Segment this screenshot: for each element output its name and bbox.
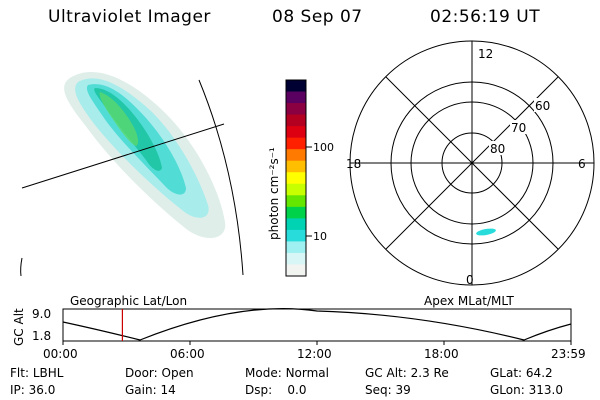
polar-label-bg-70 [510,120,530,134]
colorbar-swatch [286,114,306,127]
mlt-label-bottom: 0 [466,273,474,287]
info-glat: GLat: 64.2 [490,366,553,380]
colorbar-unit-label: photon cm⁻²s⁻¹ [267,147,281,240]
limb-arc-left [20,257,23,277]
colorbar-swatch [286,264,306,277]
mlat-label-80: 80 [490,142,505,156]
alt-curve [62,308,572,341]
polar-aurora-spot [476,228,496,236]
colorbar-tick-label-10: 10 [313,230,327,243]
info-gain: Gain: 14 [125,383,176,397]
alt-x-tick-2359: 23:59 [551,347,586,361]
colorbar-swatch [286,183,306,196]
info-glon: GLon: 313.0 [490,383,563,397]
colorbar-swatch [286,172,306,185]
colorbar-swatch [286,149,306,162]
colorbar-swatch [286,229,306,243]
alt-y-tick-1_8: 1.8 [32,329,51,343]
alt-y-axis-label: GC Alt [12,308,26,346]
mlat-label-70: 70 [511,121,526,135]
info-seq: Seq: 39 [365,383,411,397]
polar-label-bg-top [476,46,492,60]
colorbar-tick-label-100: 100 [313,141,334,154]
colorbar-swatch [286,137,306,150]
alt-x-ticks [62,341,572,345]
colorbar-swatch [286,91,306,104]
geo-grid-line [21,123,225,189]
mlt-label-top: 12 [478,47,493,61]
colorbar-swatch [286,103,306,116]
mlt-label-right: 6 [578,157,586,171]
info-flt: Flt: LBHL [10,366,64,380]
info-mode: Mode: Normal [245,366,329,380]
date-label: 08 Sep 07 [272,7,363,27]
polar-plot [349,40,595,286]
colorbar-frame [285,79,307,277]
info-gc-alt: GC Alt: 2.3 Re [365,366,449,380]
info-ip: IP: 36.0 [10,383,56,397]
instrument-title: Ultraviolet Imager [48,7,211,27]
alt-plot-frame [62,308,572,342]
colorbar-swatch [286,206,306,219]
colorbar-swatch [286,241,306,254]
colorbar-swatch [286,252,306,266]
colorbar-swatch [286,160,306,173]
colorbar [286,80,306,277]
info-dsp: Dsp: 0.0 [245,383,307,397]
polar-label-bg-60 [534,98,554,112]
polar-label-bg-80 [489,141,509,155]
colorbar-swatch [286,195,306,208]
alt-x-tick-1200: 12:00 [297,347,332,361]
colorbar-swatch [286,218,306,231]
mlat-label-60: 60 [535,99,550,113]
alt-x-tick-0000: 00:00 [43,347,78,361]
alt-x-tick-1800: 18:00 [424,347,459,361]
aurora-bright [99,92,139,146]
colorbar-swatch [286,80,306,93]
alt-y-tick-9: 9.0 [32,307,51,321]
limb-arc [198,79,244,276]
time-label: 02:56:19 UT [430,7,541,27]
auroral-image [64,71,226,239]
mlt-label-left: 18 [346,157,361,171]
alt-x-tick-0600: 06:00 [170,347,205,361]
alt-right-label: Apex MLat/MLT [424,294,514,308]
polar-diag-2 [385,76,559,250]
alt-left-label: Geographic Lat/Lon [70,294,187,308]
info-door: Door: Open [125,366,194,380]
colorbar-swatch [286,126,306,139]
